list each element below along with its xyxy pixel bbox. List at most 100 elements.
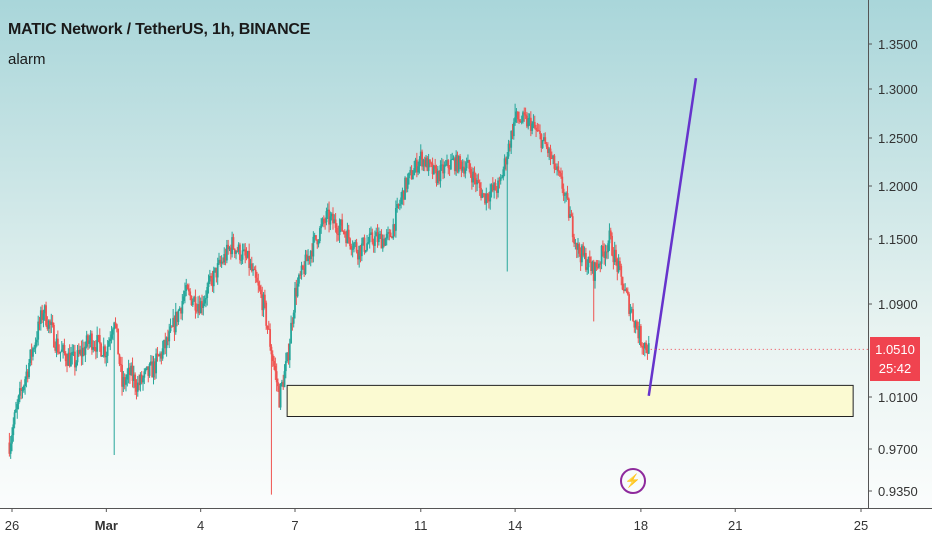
candle <box>545 141 548 150</box>
candle <box>337 225 340 241</box>
candle <box>181 294 184 321</box>
candle <box>571 212 574 243</box>
indicator-label[interactable]: alarm <box>8 51 46 68</box>
candle <box>317 239 320 248</box>
support-zone-box[interactable] <box>286 384 854 417</box>
candle <box>404 176 406 200</box>
candle <box>43 304 46 321</box>
candle <box>417 161 420 176</box>
candle <box>88 335 91 349</box>
candle <box>366 234 368 252</box>
candle <box>270 344 273 495</box>
candle <box>619 257 621 271</box>
candle <box>590 256 593 276</box>
candle <box>333 214 336 224</box>
candle <box>586 259 589 275</box>
candle <box>359 244 362 263</box>
candle <box>290 315 292 344</box>
candle <box>524 107 527 120</box>
candle <box>453 156 456 175</box>
candle <box>279 383 282 410</box>
candle <box>523 107 526 122</box>
candle <box>139 372 142 392</box>
candle <box>307 249 310 265</box>
candle <box>419 144 422 167</box>
candle <box>232 233 235 250</box>
candle <box>400 192 403 209</box>
candle <box>160 351 163 365</box>
candle <box>87 333 89 351</box>
candle <box>514 103 517 126</box>
candle <box>298 273 300 287</box>
candle <box>45 301 47 327</box>
candle <box>79 345 82 356</box>
candle <box>478 179 481 196</box>
candle <box>516 111 519 123</box>
candle <box>35 331 38 347</box>
candle <box>498 176 501 189</box>
candle <box>381 234 384 252</box>
candle <box>434 158 437 174</box>
candle <box>161 340 164 361</box>
candle <box>47 319 50 334</box>
candle <box>398 199 401 211</box>
lightning-bolt-icon[interactable]: ⚡ <box>620 468 646 494</box>
candle <box>286 351 289 363</box>
candle <box>263 289 266 309</box>
candle <box>493 181 496 199</box>
candle <box>495 186 498 200</box>
candle <box>202 296 205 316</box>
candle <box>261 286 264 317</box>
candle <box>465 157 468 171</box>
candle <box>50 313 53 334</box>
candle <box>12 417 15 442</box>
candle <box>401 187 404 205</box>
candle <box>132 365 135 389</box>
candle <box>409 166 412 176</box>
candle <box>163 339 165 355</box>
candle <box>38 316 41 331</box>
candle <box>544 132 547 145</box>
candle <box>402 190 405 206</box>
candle <box>77 343 80 357</box>
candle <box>442 159 444 180</box>
candle <box>131 357 134 388</box>
candle <box>464 161 467 179</box>
candle <box>540 133 543 153</box>
y-tick-label: 1.3500 <box>878 37 918 52</box>
candle <box>375 227 378 237</box>
time-axis-area[interactable] <box>0 509 932 550</box>
candle <box>637 321 640 344</box>
candle <box>51 315 54 328</box>
candle <box>311 243 313 263</box>
candle <box>115 323 118 333</box>
candle <box>203 295 206 307</box>
candle <box>125 374 127 392</box>
candle <box>75 360 78 372</box>
candle <box>461 159 464 173</box>
candle <box>486 193 489 203</box>
candle <box>256 271 258 283</box>
candle <box>332 207 334 230</box>
candle <box>345 231 347 247</box>
candle <box>159 351 161 362</box>
candle <box>29 349 32 367</box>
candle <box>543 133 545 142</box>
candle <box>412 170 414 180</box>
candle <box>142 375 144 391</box>
candle <box>418 156 421 174</box>
x-tick-label: 14 <box>508 518 522 533</box>
candle <box>25 364 28 388</box>
candle <box>68 344 71 368</box>
candle <box>616 257 619 281</box>
candle <box>448 165 451 176</box>
candle <box>426 155 429 172</box>
candle <box>39 306 42 331</box>
candle <box>622 283 625 294</box>
candle <box>33 344 36 353</box>
candle <box>122 370 125 393</box>
candle <box>491 177 494 193</box>
candle <box>605 245 608 260</box>
trend-line[interactable] <box>647 78 698 397</box>
